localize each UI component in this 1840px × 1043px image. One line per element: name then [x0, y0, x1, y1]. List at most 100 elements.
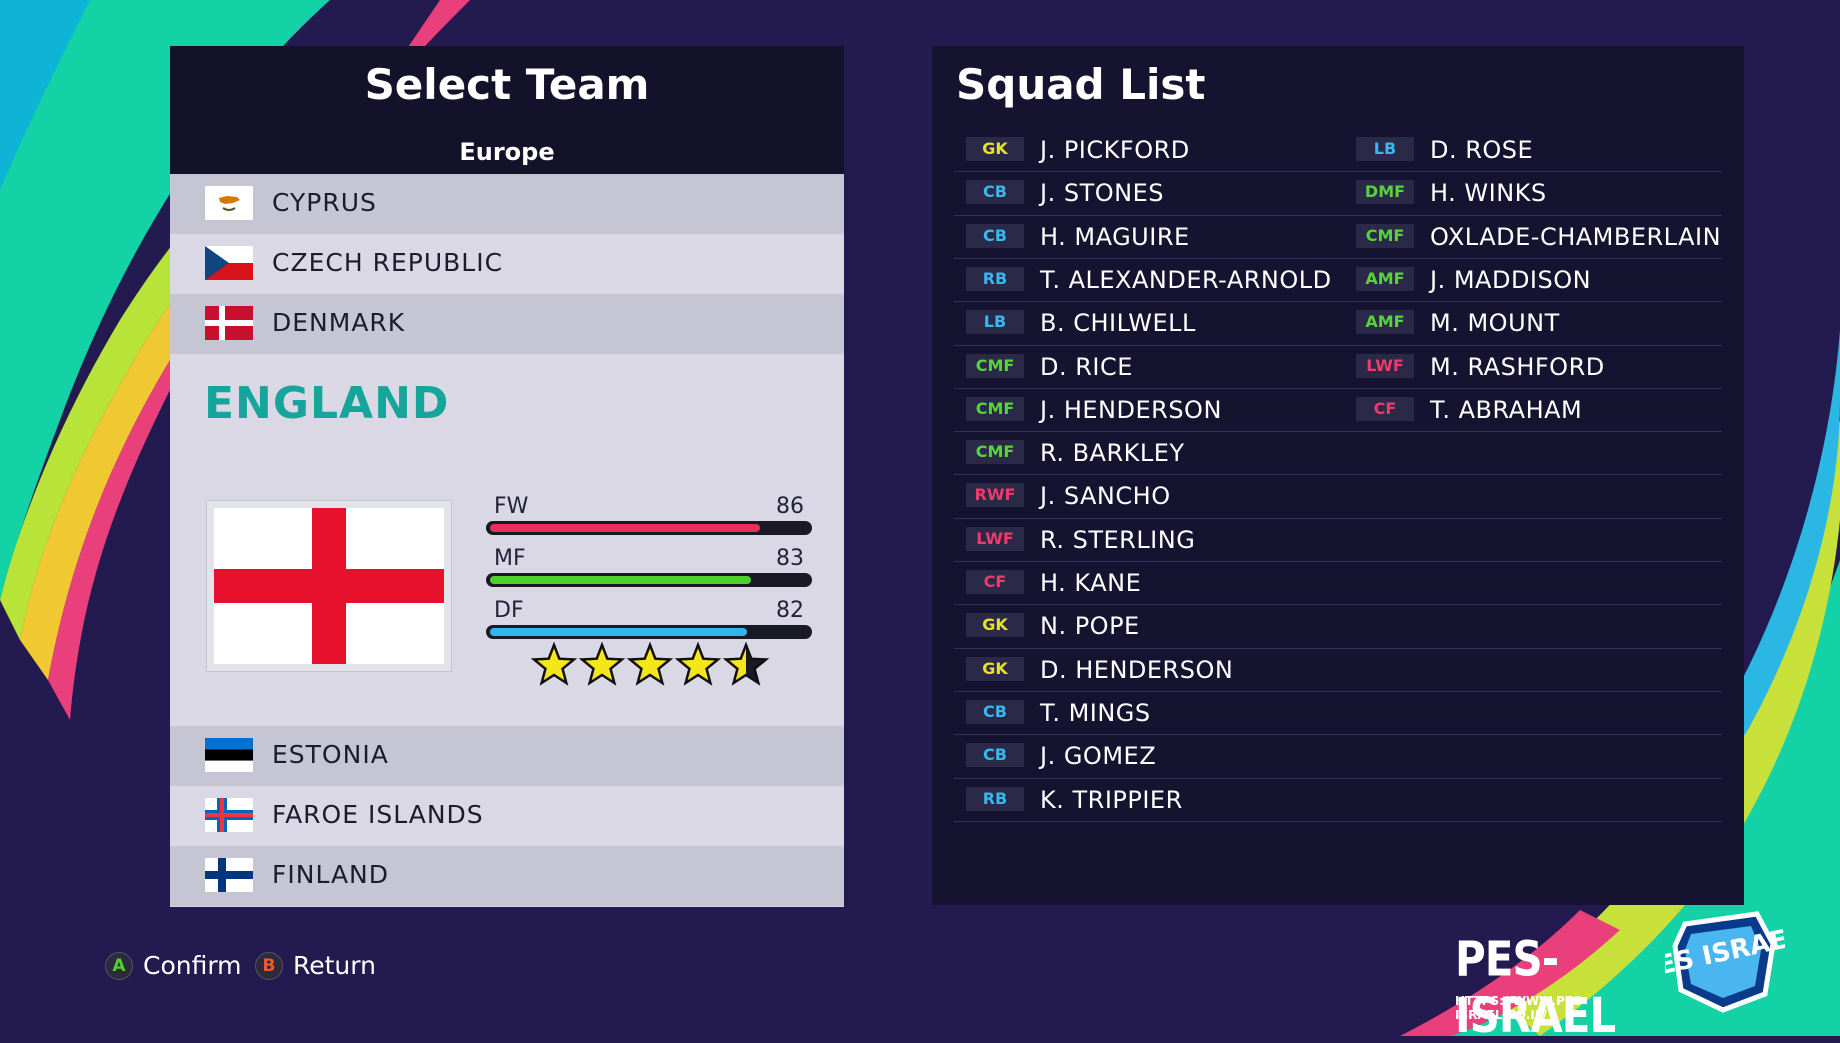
star-icon: [626, 641, 674, 686]
player-name: J. HENDERSON: [1040, 395, 1222, 424]
player-name: OXLADE-CHAMBERLAIN: [1430, 222, 1722, 251]
player-name: H. KANE: [1040, 569, 1142, 597]
team-row-faroe[interactable]: FAROE ISLANDS: [170, 786, 844, 846]
row-divider: [954, 820, 1722, 822]
position-badge: LB: [966, 310, 1024, 335]
player-name: K. TRIPPIER: [1040, 785, 1183, 814]
position-badge: CMF: [966, 396, 1024, 421]
row-divider: [954, 474, 1722, 476]
row-divider: [954, 561, 1722, 562]
team-row-finland[interactable]: FINLAND: [170, 846, 844, 906]
team-name: ESTONIA: [272, 740, 389, 769]
team-name: CZECH REPUBLIC: [272, 248, 504, 277]
position-badge: RB: [966, 786, 1024, 811]
player-row[interactable]: CB J. GOMEZ: [954, 734, 1344, 777]
player-row[interactable]: CMF J. HENDERSON: [954, 388, 1344, 431]
team-row-cyprus[interactable]: CYPRUS: [170, 174, 844, 234]
return-label: Return: [293, 951, 376, 980]
stat-label: DF: [494, 598, 524, 623]
player-row[interactable]: CMF OXLADE-CHAMBERLAIN: [1344, 215, 1724, 258]
player-row[interactable]: CF T. ABRAHAM: [1344, 388, 1724, 431]
position-badge: GK: [966, 137, 1024, 161]
position-badge: CMF: [1356, 223, 1414, 248]
team-row-estonia[interactable]: ESTONIA: [170, 726, 844, 786]
brand-url: HTTPS://WWW.PES-ISRAEL.CO.IL/: [1455, 994, 1587, 1022]
player-row[interactable]: LB D. ROSE: [1344, 128, 1724, 171]
star-icon: [530, 641, 578, 686]
a-button-icon: A: [105, 952, 133, 980]
player-row[interactable]: RB T. ALEXANDER-ARNOLD: [954, 258, 1344, 301]
position-badge: CMF: [966, 440, 1024, 465]
position-badge: CF: [966, 570, 1024, 594]
position-badge: AMF: [1356, 266, 1414, 291]
player-row[interactable]: GK N. POPE: [954, 604, 1344, 647]
player-name: R. BARKLEY: [1040, 439, 1185, 468]
player-name: H. MAGUIRE: [1040, 222, 1190, 251]
stat-value: 83: [776, 546, 804, 571]
star-icon: [578, 641, 626, 686]
player-row[interactable]: LWF M. RASHFORD: [1344, 345, 1724, 388]
position-badge: LWF: [966, 526, 1024, 551]
stat-label: MF: [494, 546, 526, 571]
player-row[interactable]: CB J. STONES: [954, 171, 1344, 214]
player-row[interactable]: CMF D. RICE: [954, 345, 1344, 388]
position-badge: GK: [966, 656, 1024, 681]
player-row[interactable]: LWF R. STERLING: [954, 518, 1344, 561]
player-row[interactable]: GK J. PICKFORD: [954, 128, 1344, 171]
position-badge: RWF: [966, 483, 1024, 508]
team-select-panel: Select Team Europe CYPRUS CZECH REPUBLIC…: [170, 46, 844, 907]
position-badge: CF: [1356, 396, 1414, 421]
stat-bar-track: [486, 573, 812, 587]
player-name: J. STONES: [1040, 179, 1164, 208]
player-row[interactable]: GK D. HENDERSON: [954, 648, 1344, 691]
player-row[interactable]: CB T. MINGS: [954, 691, 1344, 734]
england-flag-icon: [214, 508, 444, 664]
brand-name: PES-ISRAEL: [1455, 930, 1616, 1043]
player-name: H. WINKS: [1430, 179, 1547, 208]
b-button-icon: B: [255, 952, 283, 980]
player-row[interactable]: DMF H. WINKS: [1344, 171, 1724, 214]
player-name: J. MADDISON: [1430, 265, 1592, 294]
player-row[interactable]: CF H. KANE: [954, 561, 1344, 604]
player-name: M. MOUNT: [1430, 309, 1560, 338]
finland-flag-icon: [205, 858, 253, 892]
player-row[interactable]: RB K. TRIPPIER: [954, 778, 1344, 821]
position-badge: DMF: [1356, 180, 1414, 205]
player-row[interactable]: CB H. MAGUIRE: [954, 215, 1344, 258]
region-label[interactable]: Europe: [459, 138, 555, 166]
stat-bar-track: [486, 625, 812, 639]
player-name: D. HENDERSON: [1040, 655, 1234, 684]
position-badge: RB: [966, 266, 1024, 291]
row-divider: [954, 431, 1722, 433]
squad-title: Squad List: [956, 60, 1206, 109]
player-row[interactable]: CMF R. BARKLEY: [954, 431, 1344, 474]
selected-flag-frame: [206, 500, 452, 672]
position-badge: GK: [966, 613, 1024, 638]
player-name: T. ABRAHAM: [1430, 395, 1583, 424]
player-name: T. MINGS: [1040, 698, 1151, 727]
player-name: T. ALEXANDER-ARNOLD: [1040, 265, 1332, 294]
row-divider: [954, 214, 1722, 216]
player-row[interactable]: LB B. CHILWELL: [954, 301, 1344, 344]
selected-team-card[interactable]: ENGLAND FW 86 MF 83 DF 82: [170, 354, 844, 726]
player-name: R. STERLING: [1040, 525, 1196, 554]
player-name: M. RASHFORD: [1430, 352, 1605, 381]
stat-df: DF 82: [486, 598, 812, 648]
team-name: DENMARK: [272, 308, 406, 337]
team-row-denmark[interactable]: DENMARK: [170, 294, 844, 354]
player-row[interactable]: AMF J. MADDISON: [1344, 258, 1724, 301]
stat-bar-track: [486, 521, 812, 535]
team-star-rating: [530, 641, 770, 686]
player-name: J. PICKFORD: [1040, 136, 1190, 164]
position-badge: LB: [1356, 137, 1414, 161]
faroe-flag-icon: [205, 798, 253, 832]
team-row-czech[interactable]: CZECH REPUBLIC: [170, 234, 844, 294]
position-badge: AMF: [1356, 310, 1414, 335]
row-divider: [954, 387, 1722, 389]
stat-value: 82: [776, 598, 804, 623]
czech-flag-icon: [205, 246, 253, 280]
player-row[interactable]: AMF M. MOUNT: [1344, 301, 1724, 344]
player-row[interactable]: RWF J. SANCHO: [954, 474, 1344, 517]
row-divider: [954, 301, 1722, 303]
row-divider: [954, 734, 1722, 736]
